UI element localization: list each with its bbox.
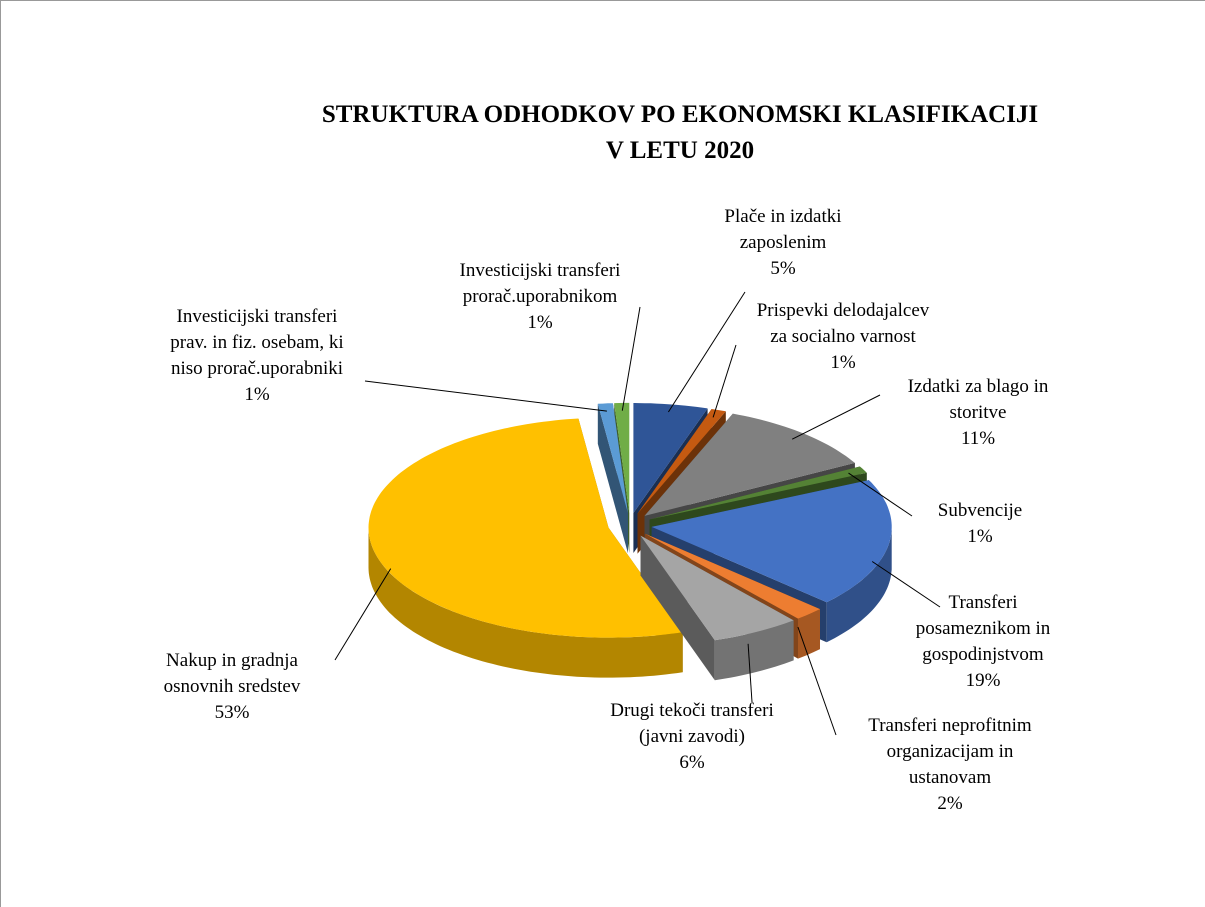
label-line: niso prorač.uporabniki [171, 358, 343, 379]
chart-title: STRUKTURA ODHODKOV PO EKONOMSKI KLASIFIK… [322, 101, 1038, 128]
slice-side [714, 620, 794, 681]
slice-top [368, 418, 683, 638]
value-label: 6% [679, 752, 705, 773]
value-label: 5% [770, 258, 796, 279]
slice-side [826, 526, 892, 643]
value-label: 2% [937, 793, 963, 814]
category-label: Investicijski transferi prav. in fiz. ose… [170, 306, 343, 379]
label-line: za socialno varnost [770, 326, 916, 347]
slice-wall [597, 403, 628, 553]
label-line: prav. in fiz. osebam, ki [170, 332, 343, 353]
label-line: ustanovam [909, 767, 992, 788]
slice-wall [640, 535, 715, 681]
label-line: posameznikom in [916, 618, 1051, 639]
slice [597, 403, 628, 553]
slice-top [637, 409, 726, 514]
label-line: Investicijski transferi [177, 306, 338, 327]
label-line: Prispevki delodajalcev [757, 300, 930, 321]
leader-line [747, 643, 753, 703]
slice-top [649, 466, 867, 520]
leader-line [364, 380, 607, 412]
slice-top [614, 402, 630, 513]
value-label: 11% [961, 428, 995, 449]
slice-top [644, 413, 855, 516]
label-line: zaposlenim [740, 232, 827, 253]
value-label: 1% [967, 526, 993, 547]
value-label: 1% [830, 352, 856, 373]
slice-top [633, 403, 708, 513]
pie [368, 402, 892, 681]
category-label: Plače in izdatki zaposlenim [724, 206, 841, 253]
label-line: Drugi tekoči transferi [610, 700, 774, 721]
value-label: 53% [215, 702, 250, 723]
slice-top [651, 480, 892, 603]
leader-line [871, 561, 941, 608]
label-line: Nakup in gradnja [166, 650, 298, 671]
slice [640, 535, 794, 681]
slice-top [645, 533, 820, 619]
leader-line [334, 568, 392, 661]
category-label: Izdatki za blago in storitve [908, 376, 1049, 423]
label-line: gospodinjstvom [922, 644, 1044, 665]
label-line: Transferi [949, 592, 1018, 613]
value-label: 19% [966, 670, 1001, 691]
label-line: Subvencije [938, 500, 1022, 521]
slice-side [798, 609, 820, 659]
category-label: Subvencije [938, 500, 1022, 521]
leader-line [621, 306, 641, 411]
label-line: prorač.uporabnikom [463, 286, 618, 307]
category-label: Transferi neprofitnim organizacijam in ust… [868, 715, 1032, 788]
slice-top [640, 535, 794, 641]
category-label: Prispevki delodajalcev za socialno varnos… [757, 300, 930, 347]
slice [368, 418, 683, 678]
value-label: 1% [244, 384, 270, 405]
category-label: Nakup in gradnja osnovnih sredstev [164, 650, 301, 697]
leader-line [712, 344, 737, 418]
leader-line [791, 394, 881, 440]
chart-title: V LETU 2020 [606, 137, 754, 164]
label-line: organizacijam in [887, 741, 1014, 762]
value-label: 1% [527, 312, 553, 333]
label-line: (javni zavodi) [639, 726, 745, 747]
leader-line [667, 291, 746, 413]
label-line: Izdatki za blago in [908, 376, 1049, 397]
slice-side [368, 527, 683, 678]
leader-line [797, 626, 837, 736]
label-line: storitve [950, 402, 1007, 423]
category-label: Transferi posameznikom in gospodinjstvom [916, 592, 1051, 665]
label-line: Transferi neprofitnim [868, 715, 1032, 736]
category-label: Investicijski transferi prorač.uporabniko… [460, 260, 621, 307]
label-line: Plače in izdatki [724, 206, 841, 227]
label-line: Investicijski transferi [460, 260, 621, 281]
leader-line [848, 472, 913, 517]
slice-top [597, 403, 628, 513]
label-line: osnovnih sredstev [164, 676, 301, 697]
category-label: Drugi tekoči transferi (javni zavodi) [610, 700, 774, 747]
